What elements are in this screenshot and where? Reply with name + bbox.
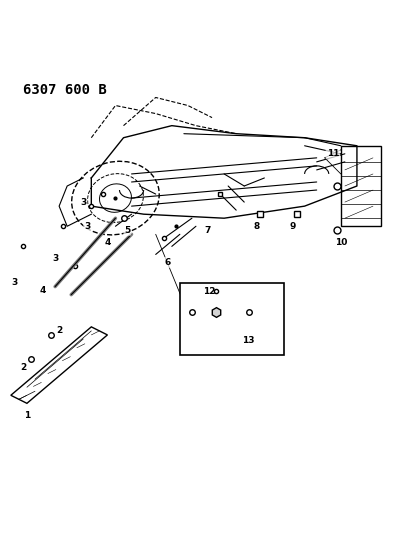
Text: 6307 600 B: 6307 600 B <box>23 83 106 98</box>
Text: 2: 2 <box>20 362 26 372</box>
Text: 1: 1 <box>24 411 30 420</box>
Text: 3: 3 <box>52 254 58 263</box>
Text: 4: 4 <box>40 286 46 295</box>
Text: 12: 12 <box>203 287 215 296</box>
Text: 3: 3 <box>80 198 86 207</box>
Text: 2: 2 <box>56 326 62 335</box>
Text: 7: 7 <box>205 226 211 235</box>
Text: 4: 4 <box>104 238 111 247</box>
Text: 5: 5 <box>124 226 131 235</box>
Text: 3: 3 <box>84 222 91 231</box>
Text: 11: 11 <box>326 149 339 158</box>
Text: 13: 13 <box>242 336 254 345</box>
Text: 3: 3 <box>12 278 18 287</box>
Text: 10: 10 <box>335 238 347 247</box>
Text: 6: 6 <box>165 258 171 267</box>
Bar <box>341 146 381 226</box>
Text: 12: 12 <box>194 310 206 319</box>
Text: 13: 13 <box>226 343 238 351</box>
Text: 8: 8 <box>253 222 259 231</box>
Text: 9: 9 <box>289 222 296 231</box>
Bar <box>180 282 284 355</box>
